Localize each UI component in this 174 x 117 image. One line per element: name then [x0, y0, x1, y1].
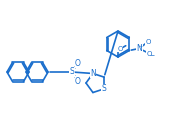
Text: O: O: [117, 46, 123, 52]
Text: O: O: [75, 58, 81, 68]
Text: S: S: [70, 68, 74, 77]
Text: N: N: [136, 44, 142, 53]
Text: O: O: [146, 38, 151, 44]
Text: O: O: [147, 51, 152, 57]
Text: +: +: [138, 44, 142, 49]
Text: O: O: [75, 77, 81, 86]
Text: S: S: [102, 84, 106, 93]
Text: −: −: [150, 52, 155, 57]
Text: N: N: [90, 69, 96, 78]
